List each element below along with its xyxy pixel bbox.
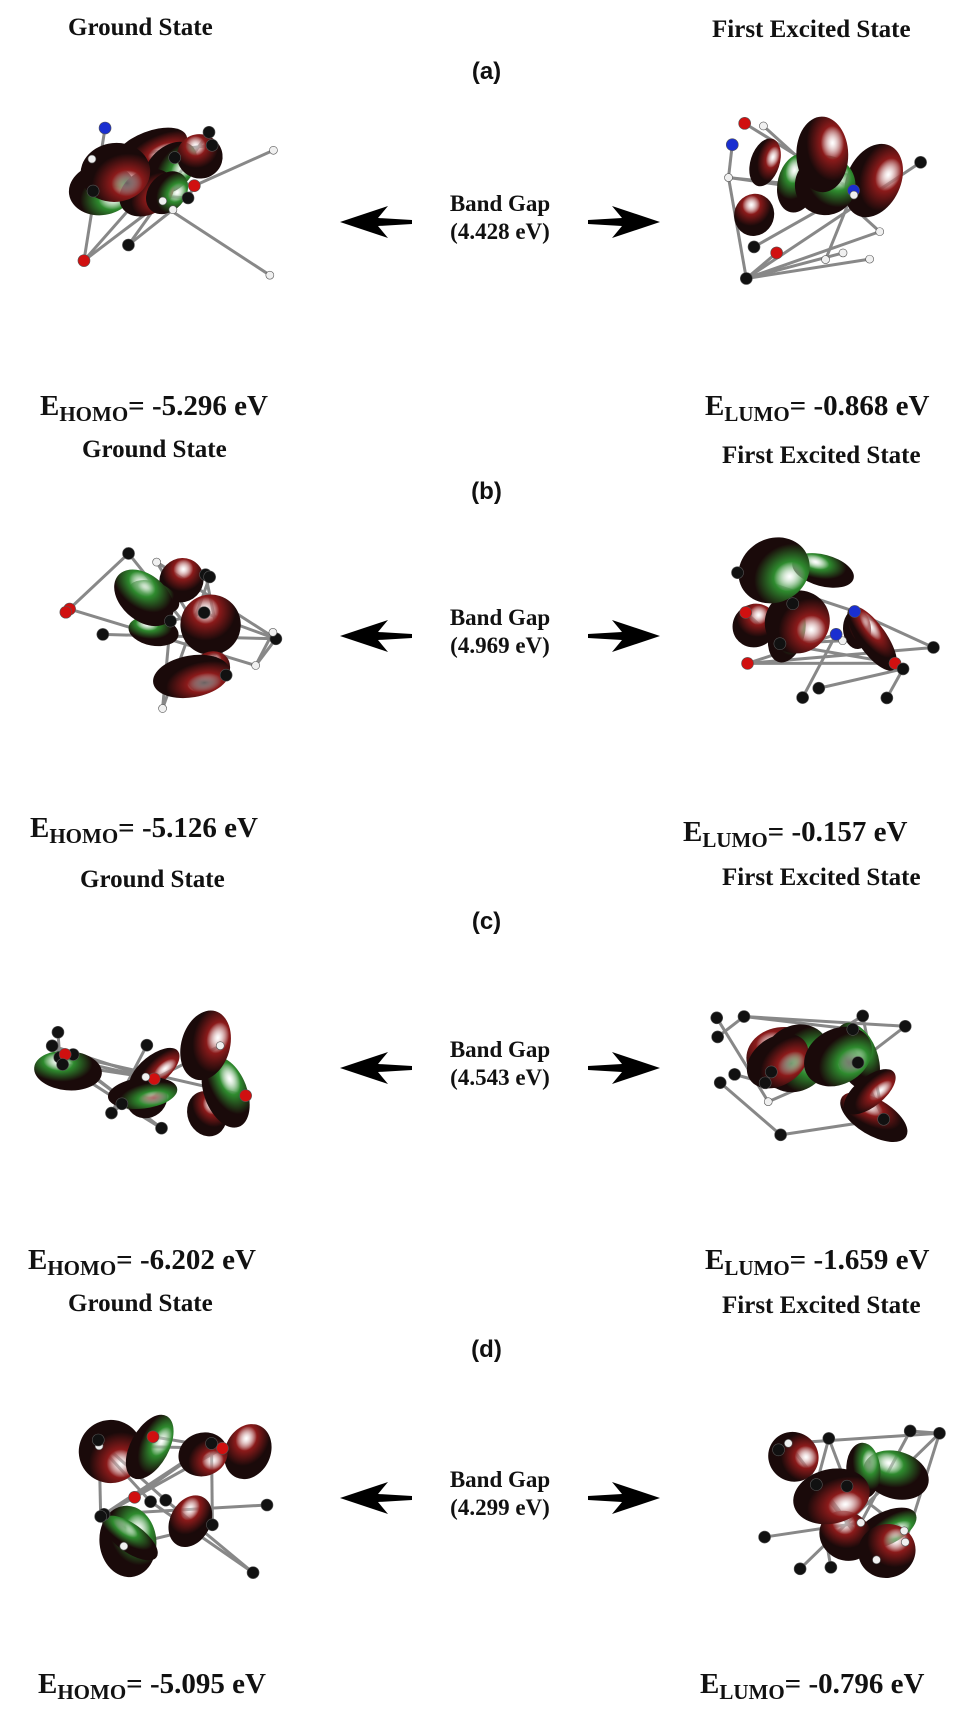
molecule-orbital-icon	[34, 1010, 252, 1137]
left-title-c: Ground State	[80, 866, 225, 893]
homo-energy-c: EHOMO= -6.202 eV	[28, 1244, 256, 1280]
homo-orbital-a	[40, 100, 310, 300]
homo-orbital-b	[30, 530, 310, 730]
homo-orbital-d	[60, 1400, 310, 1600]
lumo-orbital-a	[700, 100, 970, 300]
lumo-orbital-b	[690, 530, 970, 730]
panel-label-a: (a)	[471, 58, 502, 85]
left-title-d: Ground State	[68, 1290, 213, 1317]
homo-energy-b: EHOMO= -5.126 eV	[30, 812, 258, 848]
homo-energy-d: EHOMO= -5.095 eV	[38, 1668, 266, 1704]
lumo-orbital-d	[720, 1400, 970, 1600]
panel-label-c: (c)	[471, 908, 502, 935]
lumo-energy-c: ELUMO= -1.659 eV	[705, 1244, 930, 1280]
band-gap-label: Band Gap	[449, 1467, 551, 1492]
right-title-c: First Excited State	[722, 864, 921, 891]
right-title-a: First Excited State	[712, 16, 911, 43]
lumo-energy-a: ELUMO= -0.868 eV	[705, 390, 930, 426]
double-arrow-icon	[340, 1052, 660, 1084]
molecule-orbital-icon	[724, 116, 927, 285]
left-title-a: Ground State	[68, 14, 213, 41]
lumo-energy-d: ELUMO= -0.796 eV	[700, 1668, 925, 1704]
band-gap-value: (4.543 eV)	[450, 1065, 550, 1090]
left-title-b: Ground State	[82, 436, 227, 463]
lumo-energy-b: ELUMO= -0.157 eV	[683, 816, 908, 852]
band-gap-value: (4.428 eV)	[450, 219, 550, 244]
right-title-d: First Excited State	[722, 1292, 921, 1319]
band-gap-value: (4.969 eV)	[450, 633, 550, 658]
band-gap-label: Band Gap	[449, 605, 551, 630]
panel-label-d: (d)	[471, 1336, 502, 1363]
band-gap-label: Band Gap	[449, 191, 551, 216]
right-title-b: First Excited State	[722, 442, 921, 469]
lumo-orbital-c	[685, 1000, 970, 1150]
molecule-orbital-icon	[710, 1009, 912, 1142]
panel-label-b: (b)	[471, 478, 502, 505]
band-gap-label: Band Gap	[449, 1037, 551, 1062]
band-gap-value: (4.299 eV)	[450, 1495, 550, 1520]
molecule-orbital-icon	[731, 537, 940, 705]
double-arrow-icon	[340, 206, 660, 238]
homo-energy-a: EHOMO= -5.296 eV	[40, 390, 268, 426]
band-gap-b: Band Gap (4.969 eV)	[340, 604, 660, 668]
band-gap-a: Band Gap (4.428 eV)	[340, 190, 660, 254]
molecule-orbital-icon	[758, 1424, 946, 1578]
double-arrow-icon	[340, 620, 660, 652]
molecule-orbital-icon	[59, 547, 283, 713]
homo-orbital-c	[10, 1000, 300, 1150]
double-arrow-icon	[340, 1482, 660, 1514]
molecule-orbital-icon	[78, 1414, 274, 1579]
molecule-orbital-icon	[68, 121, 278, 280]
band-gap-d: Band Gap (4.299 eV)	[340, 1466, 660, 1530]
band-gap-c: Band Gap (4.543 eV)	[340, 1036, 660, 1100]
